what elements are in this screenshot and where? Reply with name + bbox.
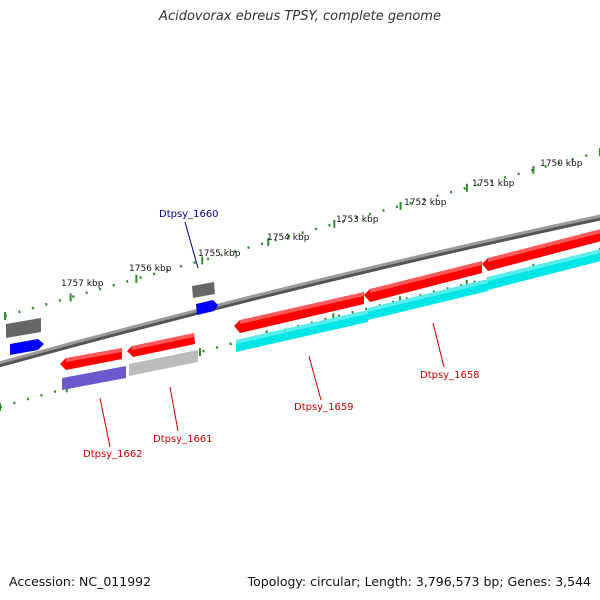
- accession-text: Accession: NC_011992: [9, 574, 152, 589]
- genome-summary: Topology: circular; Length: 3,796,573 bp…: [247, 574, 591, 589]
- map-title: Acidovorax ebreus TPSY, complete genome: [159, 9, 441, 24]
- backbone: [0, 214, 600, 365]
- feature-highlights: [66, 229, 600, 362]
- gene-label[interactable]: Dtpsy_1662: [83, 449, 143, 460]
- cds-feature-dtpsy-1662[interactable]: [60, 348, 122, 370]
- label-leader: [169, 386, 179, 432]
- gene-feature-dtpsy-1659[interactable]: [236, 310, 368, 352]
- cds-feature-dtpsy-1659[interactable]: [234, 292, 364, 333]
- label-leader: [308, 355, 322, 401]
- ruler-label: 1751 kbp: [472, 179, 515, 189]
- ruler-label: 1755 kbp: [198, 249, 241, 259]
- gene-feature-grey-left[interactable]: [6, 318, 41, 338]
- label-leader: [432, 322, 445, 368]
- gene-feature-dtpsy-1660[interactable]: [192, 282, 215, 298]
- gene-feature-dtpsy-1662[interactable]: [62, 366, 126, 390]
- cds-feature-next[interactable]: [482, 228, 600, 271]
- cds-feature-dtpsy-1658[interactable]: [364, 261, 482, 302]
- label-leader: [99, 397, 111, 448]
- cds-feature-dtpsy-1660[interactable]: [196, 300, 218, 315]
- backbone-shadow: [0, 215, 600, 368]
- label-leader: [184, 221, 199, 269]
- ruler-label: 1752 kbp: [404, 198, 447, 208]
- gene-label[interactable]: Dtpsy_1661: [153, 434, 213, 445]
- ruler-label: 1754 kbp: [267, 233, 310, 243]
- outer-ruler: [4, 148, 600, 320]
- ruler-label: 1757 kbp: [61, 279, 104, 289]
- ruler-label: 1753 kbp: [336, 215, 379, 225]
- gene-feature-dtpsy-1658[interactable]: [368, 279, 488, 320]
- gene-label[interactable]: Dtpsy_1658: [420, 370, 480, 381]
- gene-label[interactable]: Dtpsy_1659: [294, 402, 354, 413]
- gene-feature-next[interactable]: [488, 248, 600, 290]
- gene-label[interactable]: Dtpsy_1660: [159, 209, 219, 220]
- ruler-label: 1750 kbp: [540, 159, 583, 169]
- cds-feature-dtpsy-1661[interactable]: [127, 333, 195, 357]
- gene-feature-dtpsy-1661[interactable]: [129, 350, 198, 376]
- ruler-label: 1756 kbp: [129, 264, 172, 274]
- gene-feature-blue-left[interactable]: [10, 339, 44, 355]
